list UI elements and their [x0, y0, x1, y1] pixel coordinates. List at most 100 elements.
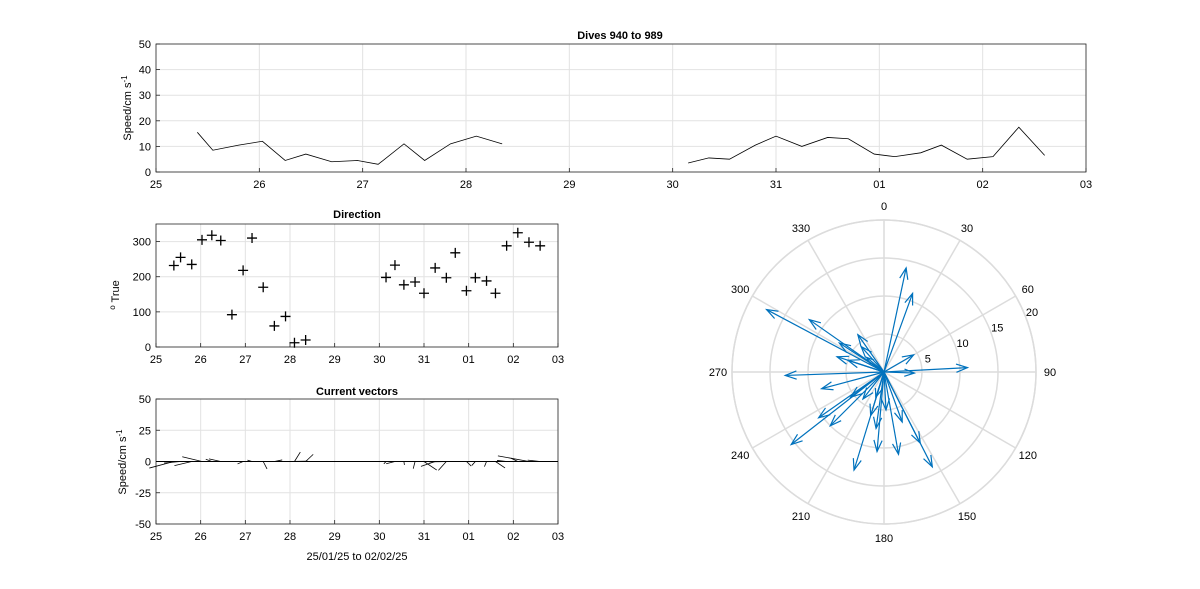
polar-arrow-shaft: [785, 371, 885, 377]
direction-point: [461, 285, 472, 296]
current-vector: [294, 451, 301, 462]
direction-point: [289, 337, 300, 348]
polar-spoke: [883, 371, 961, 505]
polar-arrow-head: [904, 291, 914, 306]
current-vector: [412, 461, 416, 469]
speed-axes-box: [155, 43, 1087, 173]
current-vector: [420, 461, 436, 467]
polar-r-label: 20: [1026, 307, 1038, 319]
polar-arrow-head: [817, 407, 831, 419]
current-vector: [423, 461, 437, 471]
direction-xtick-label: 29: [329, 354, 341, 366]
speed-series-line: [688, 126, 1045, 164]
polar-arrow-head: [829, 414, 842, 427]
direction-xtick-label: 31: [418, 354, 430, 366]
direction-xtick-label: 27: [239, 354, 251, 366]
speed-xtick-label: 27: [357, 179, 369, 191]
polar-arrow-shaft: [839, 342, 885, 373]
direction-point: [490, 288, 501, 299]
polar-arrow-shaft: [883, 354, 914, 373]
polar-angle-label: 210: [792, 511, 810, 523]
polar-arrow-head: [872, 416, 883, 431]
polar-arrow-head: [891, 442, 902, 457]
current-vector: [262, 461, 268, 470]
polar-angle-label: 90: [1044, 367, 1056, 379]
direction-point: [389, 260, 400, 271]
polar-r-label: 5: [925, 353, 931, 365]
direction-xtick-label: 26: [195, 354, 207, 366]
direction-point: [470, 272, 481, 283]
direction-point: [300, 334, 311, 345]
direction-point: [280, 311, 291, 322]
direction-point: [430, 262, 441, 273]
polar-arrow-head: [852, 458, 862, 472]
polar-angle-label: 30: [961, 223, 973, 235]
speed-xtick-label: 26: [253, 179, 265, 191]
vectors-xtick-label: 30: [373, 531, 385, 543]
direction-ylabel: o True: [108, 280, 122, 310]
speed-ytick-label: 50: [139, 39, 151, 51]
polar-arrow-shaft: [883, 371, 903, 423]
polar-arrow-shaft: [876, 371, 885, 452]
direction-xtick-label: 01: [463, 354, 475, 366]
polar-arrow-head: [783, 370, 797, 380]
current-vector: [497, 455, 530, 462]
vectors-ytick-label: 0: [145, 457, 151, 469]
polar-angle-label: 270: [709, 367, 727, 379]
speed-ytick-label: 20: [139, 116, 151, 128]
vectors-xtick-label: 28: [284, 531, 296, 543]
direction-point: [206, 230, 217, 241]
speed-xtick-label: 02: [977, 179, 989, 191]
current-vector: [208, 458, 221, 462]
speed-ytick-label: 30: [139, 90, 151, 102]
polar-arrow-head: [869, 403, 879, 418]
current-vector: [466, 461, 472, 467]
direction-point: [398, 279, 409, 290]
polar-arrow-shaft: [875, 371, 885, 429]
vectors-xtick-label: 25: [150, 531, 162, 543]
polar-arrow-shaft: [836, 356, 885, 373]
direction-axes-box: [155, 223, 559, 348]
polar-arrow-shaft: [883, 367, 968, 373]
speed-xtick-label: 30: [667, 179, 679, 191]
speed-ytick-label: 40: [139, 65, 151, 77]
direction-title: Direction: [333, 209, 381, 221]
speed-xtick-label: 29: [563, 179, 575, 191]
polar-arrow-shaft: [850, 371, 885, 398]
polar-arrow-head: [865, 356, 875, 365]
polar-arrow-shaft: [821, 371, 885, 390]
direction-point: [523, 237, 534, 248]
polar-arrow-head: [837, 342, 852, 353]
polar-angle-label: 120: [1019, 450, 1037, 462]
polar-arrow-head: [807, 318, 822, 330]
polar-arrow-shaft: [829, 371, 885, 427]
polar-angle-label: 0: [881, 201, 887, 213]
polar-arrow-shaft: [883, 371, 900, 455]
vectors-ytick-label: -25: [135, 488, 151, 500]
current-vector: [305, 454, 314, 462]
current-vector: [174, 461, 192, 467]
polar-spoke: [807, 239, 885, 373]
direction-point: [197, 234, 208, 245]
speed-title: Dives 940 to 989: [577, 30, 663, 42]
polar-spoke: [751, 295, 885, 373]
direction-point: [215, 235, 226, 246]
direction-xtick-label: 28: [284, 354, 296, 366]
current-vector: [527, 459, 541, 462]
speed-ytick-label: 0: [145, 167, 151, 179]
direction-xtick-label: 02: [507, 354, 519, 366]
direction-point: [226, 309, 237, 320]
current-vector: [438, 461, 447, 471]
direction-ytick-label: 0: [145, 342, 151, 354]
vectors-xtick-label: 01: [463, 531, 475, 543]
speed-xtick-label: 25: [150, 179, 162, 191]
polar-arrow-head: [901, 354, 916, 365]
polar-arrow-head: [819, 381, 834, 391]
polar-arrow-head: [955, 363, 970, 373]
current-vector: [274, 459, 283, 462]
polar-arrow-shaft: [862, 371, 885, 400]
direction-point: [535, 240, 546, 251]
polar-arrow-head: [899, 266, 909, 280]
direction-point: [247, 233, 258, 244]
current-vector: [164, 461, 181, 464]
